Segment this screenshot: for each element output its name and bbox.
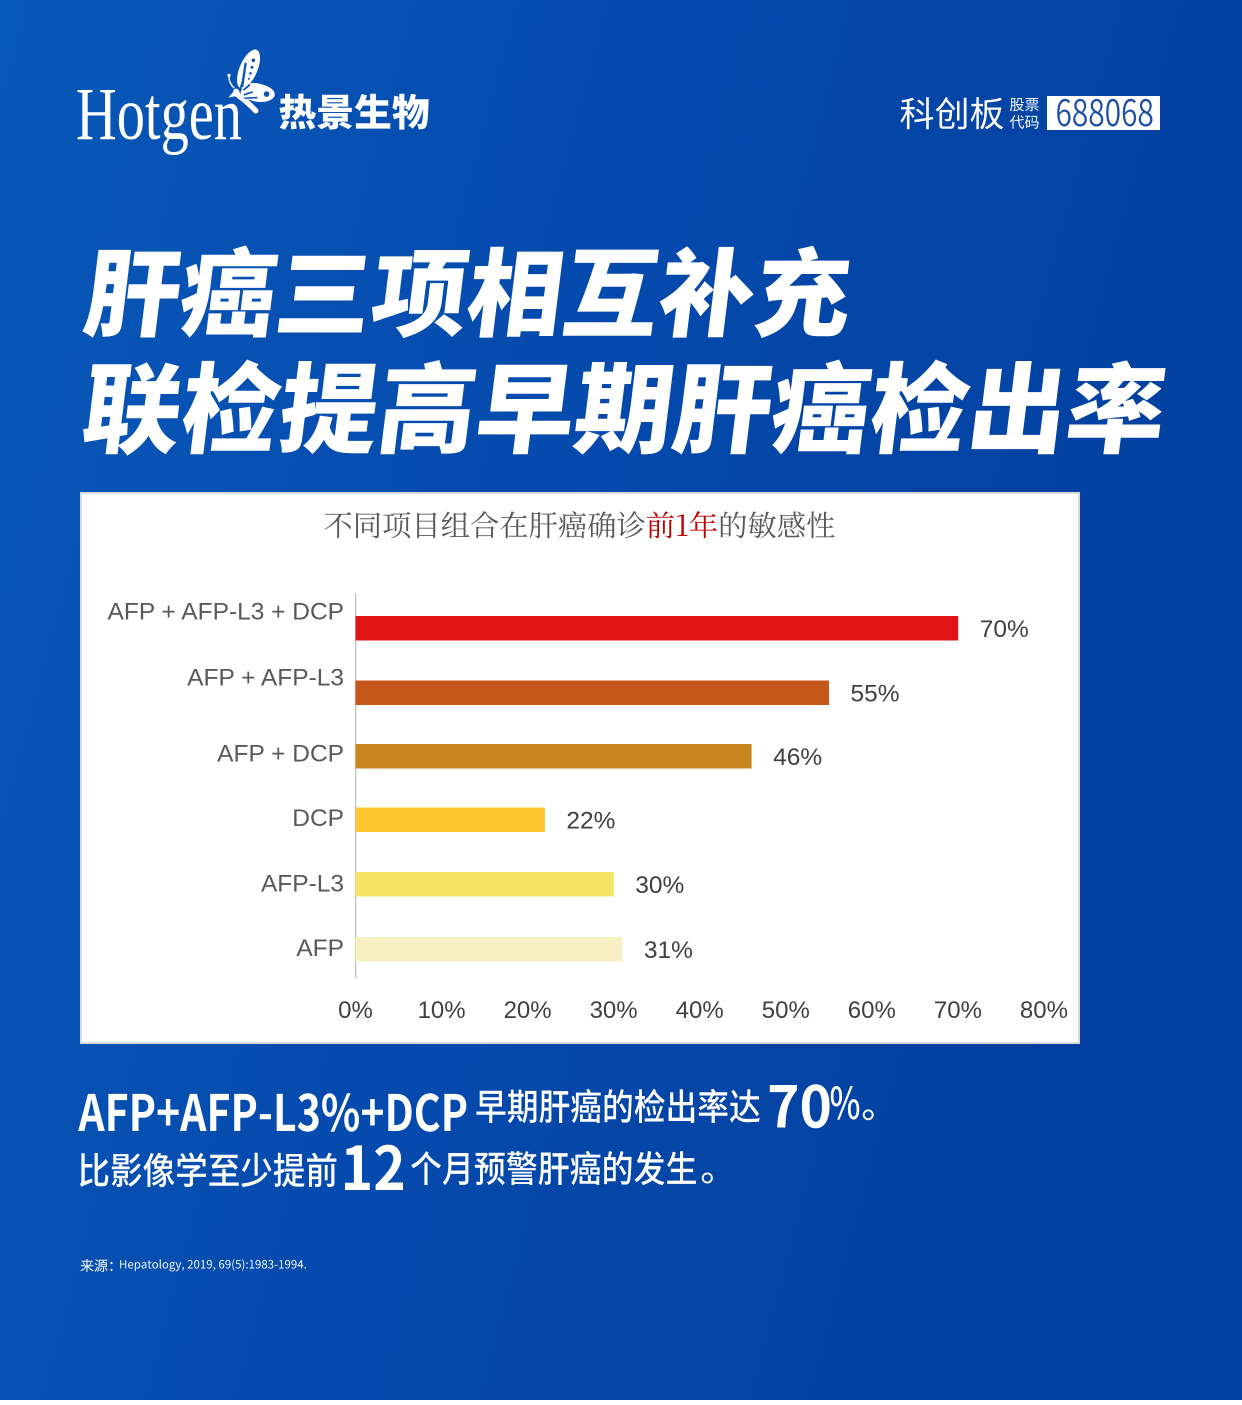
svg-text:70%: 70%: [934, 997, 982, 1024]
svg-text:AFP + DCP: AFP + DCP: [217, 741, 344, 768]
svg-text:AFP-L3: AFP-L3: [261, 871, 344, 898]
svg-text:0%: 0%: [338, 997, 373, 1024]
svg-text:30%: 30%: [635, 872, 684, 899]
svg-text:DCP: DCP: [292, 805, 344, 832]
svg-text:20%: 20%: [504, 997, 552, 1024]
svg-text:50%: 50%: [762, 997, 810, 1024]
svg-text:46%: 46%: [773, 744, 822, 771]
svg-text:31%: 31%: [644, 937, 693, 964]
svg-text:AFP + AFP-L3: AFP + AFP-L3: [187, 665, 344, 692]
svg-text:70%: 70%: [980, 616, 1029, 643]
svg-text:AFP + AFP-L3 + DCP: AFP + AFP-L3 + DCP: [108, 599, 344, 626]
svg-text:22%: 22%: [566, 808, 615, 835]
svg-text:30%: 30%: [590, 997, 638, 1024]
svg-text:AFP: AFP: [296, 935, 344, 962]
svg-text:60%: 60%: [848, 997, 896, 1024]
svg-text:40%: 40%: [676, 997, 724, 1024]
svg-text:55%: 55%: [851, 681, 900, 708]
svg-text:Hotgen: Hotgen: [76, 73, 242, 156]
svg-text:80%: 80%: [1020, 997, 1068, 1024]
svg-text:10%: 10%: [418, 997, 466, 1024]
